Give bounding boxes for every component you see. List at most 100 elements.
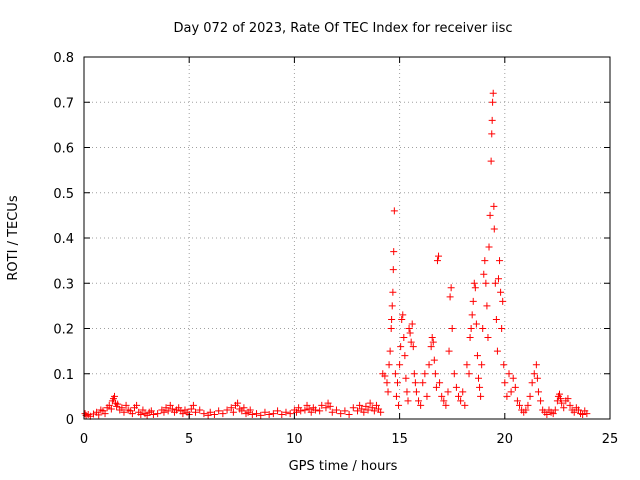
data-point bbox=[120, 408, 128, 416]
data-point bbox=[480, 270, 488, 278]
data-point bbox=[377, 408, 385, 416]
data-point bbox=[511, 383, 519, 391]
data-point bbox=[459, 388, 467, 396]
data-point bbox=[537, 397, 545, 405]
data-point bbox=[409, 343, 417, 351]
data-point bbox=[139, 406, 147, 414]
data-point bbox=[492, 315, 500, 323]
data-point bbox=[326, 402, 334, 410]
data-point bbox=[388, 302, 396, 310]
data-point bbox=[390, 207, 398, 215]
y-axis-label: ROTI / TECUs bbox=[6, 195, 21, 280]
data-point bbox=[405, 325, 413, 332]
data-point bbox=[489, 89, 497, 97]
data-point bbox=[164, 407, 172, 415]
data-point bbox=[398, 315, 406, 323]
data-point bbox=[261, 408, 269, 416]
data-point bbox=[574, 406, 582, 414]
y-tick-label: 0.4 bbox=[53, 232, 74, 247]
axis-ticks: 0 0.1 0.2 0.3 0.4 0.5 0.6 0.7 0.8 0 5 10 15 20 25 bbox=[53, 51, 618, 447]
data-point bbox=[471, 284, 479, 292]
data-point bbox=[388, 315, 396, 323]
data-point bbox=[95, 411, 103, 419]
data-point bbox=[410, 370, 418, 378]
data-point bbox=[494, 275, 502, 283]
data-point bbox=[154, 410, 162, 418]
data-point bbox=[438, 392, 446, 400]
data-point bbox=[432, 383, 440, 391]
data-point bbox=[431, 370, 439, 378]
data-point bbox=[583, 410, 591, 418]
data-point bbox=[274, 407, 282, 415]
data-point bbox=[533, 374, 541, 382]
grid bbox=[84, 57, 610, 419]
data-point bbox=[303, 401, 311, 409]
data-point bbox=[488, 130, 496, 138]
data-point bbox=[408, 320, 416, 328]
data-point bbox=[479, 325, 487, 332]
y-tick-label: 0.8 bbox=[53, 51, 74, 66]
data-point bbox=[392, 392, 400, 400]
data-point bbox=[227, 404, 235, 412]
data-point bbox=[240, 404, 248, 412]
data-point bbox=[490, 225, 498, 233]
data-point bbox=[89, 410, 97, 418]
data-point bbox=[332, 406, 340, 414]
data-point bbox=[503, 392, 511, 400]
data-point bbox=[370, 407, 378, 415]
data-point bbox=[543, 410, 551, 418]
data-point bbox=[111, 392, 119, 400]
data-point bbox=[482, 279, 490, 287]
data-point bbox=[501, 379, 509, 387]
data-point bbox=[415, 397, 423, 405]
data-point bbox=[433, 257, 441, 265]
data-point bbox=[386, 347, 394, 355]
data-point bbox=[253, 410, 261, 418]
data-point bbox=[411, 379, 419, 387]
data-point bbox=[360, 408, 368, 416]
data-point bbox=[407, 338, 415, 346]
data-point bbox=[400, 334, 408, 342]
data-point bbox=[446, 293, 454, 301]
data-point bbox=[396, 361, 404, 369]
data-point bbox=[362, 402, 370, 410]
y-tick-label: 0.3 bbox=[53, 277, 74, 292]
data-point bbox=[286, 410, 294, 418]
data-point bbox=[412, 388, 420, 396]
data-point bbox=[387, 325, 395, 332]
data-point bbox=[522, 406, 530, 414]
data-point bbox=[481, 257, 489, 265]
data-point bbox=[444, 388, 452, 396]
data-point bbox=[101, 410, 109, 418]
data-point bbox=[265, 410, 273, 418]
data-point bbox=[513, 397, 521, 405]
y-tick-label: 0.6 bbox=[53, 142, 74, 157]
data-point bbox=[425, 361, 433, 369]
data-point bbox=[137, 410, 145, 418]
data-point bbox=[528, 379, 536, 387]
data-point bbox=[549, 410, 557, 418]
data-point bbox=[466, 334, 474, 342]
data-point bbox=[442, 401, 450, 409]
x-axis-label: GPS time / hours bbox=[289, 459, 398, 474]
data-point bbox=[428, 334, 436, 342]
data-point bbox=[532, 361, 540, 369]
data-point bbox=[477, 392, 485, 400]
data-point bbox=[187, 405, 195, 413]
data-point bbox=[366, 399, 374, 407]
data-point bbox=[493, 347, 501, 355]
data-point bbox=[179, 410, 187, 418]
data-point bbox=[393, 379, 401, 387]
data-point bbox=[465, 370, 473, 378]
data-point bbox=[476, 383, 484, 391]
x-tick-label: 25 bbox=[602, 432, 619, 447]
data-point bbox=[404, 397, 412, 405]
data-point bbox=[436, 379, 444, 387]
data-point bbox=[487, 157, 495, 165]
data-point bbox=[246, 406, 254, 414]
data-point bbox=[496, 257, 504, 265]
data-point bbox=[445, 347, 453, 355]
data-point bbox=[397, 343, 405, 351]
data-point bbox=[166, 401, 174, 409]
data-point bbox=[133, 401, 141, 409]
